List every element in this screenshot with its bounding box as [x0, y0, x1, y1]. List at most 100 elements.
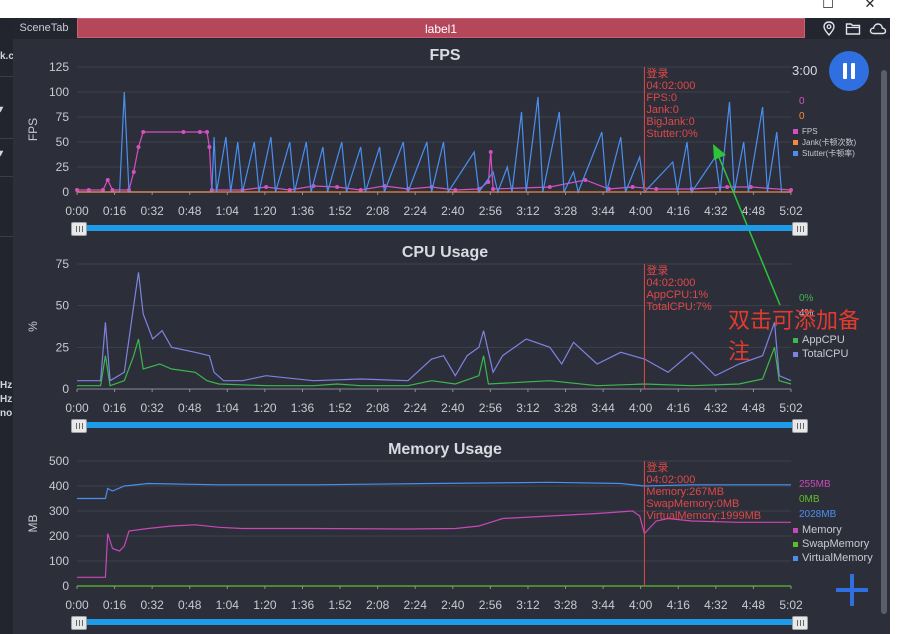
- location-pin-icon[interactable]: [822, 21, 836, 36]
- tab-scenetab[interactable]: SceneTab: [19, 22, 69, 34]
- legend-swatch: [793, 129, 798, 134]
- memory-time-slider[interactable]: [71, 616, 808, 630]
- chevron-down-icon[interactable]: ▾: [0, 104, 3, 115]
- series-line-totalcpu: [77, 272, 792, 382]
- cpu-time-slider[interactable]: [71, 419, 808, 433]
- legend-item: Stutter(卡顿率): [802, 148, 855, 158]
- slider-track[interactable]: [77, 619, 803, 625]
- pause-icon: [851, 63, 855, 79]
- current-value: 0: [799, 96, 805, 107]
- x-tick-label: 0:16: [103, 204, 127, 218]
- pause-button[interactable]: [829, 51, 869, 91]
- y-tick-label: 50: [56, 135, 70, 149]
- slider-end-handle[interactable]: [792, 419, 808, 433]
- x-tick-label: 1:52: [328, 598, 352, 612]
- x-tick-label: 2:56: [479, 401, 503, 415]
- series-point-fps: [205, 130, 210, 134]
- series-point-fps: [207, 145, 212, 149]
- series-point-fps: [547, 185, 552, 189]
- x-tick-label: 2:40: [441, 204, 465, 218]
- current-value: 0: [799, 111, 805, 122]
- marker-label: VirtualMemory:1999MB: [646, 510, 761, 522]
- elapsed-timer: 3:00: [792, 63, 818, 78]
- y-tick-label: 100: [49, 85, 69, 99]
- series-point-fps: [181, 130, 186, 134]
- folder-icon[interactable]: [845, 21, 861, 36]
- window-edge: [890, 18, 903, 634]
- left-fragment-2: Hz: [0, 380, 13, 391]
- performance-panel: [13, 39, 879, 634]
- legend-item: SwapMemory: [802, 538, 870, 550]
- scrollbar-thumb[interactable]: [881, 70, 887, 614]
- x-tick-label: 4:32: [704, 204, 728, 218]
- add-icon[interactable]: [834, 572, 870, 608]
- current-value: 255MB: [799, 479, 831, 490]
- marker-label: 登录: [646, 460, 668, 474]
- x-tick-label: 2:08: [366, 401, 390, 415]
- x-tick-label: 3:12: [516, 401, 540, 415]
- tab-label1[interactable]: label1: [77, 18, 805, 38]
- left-row-divider: [0, 138, 13, 139]
- y-tick-label: 0: [62, 382, 69, 396]
- slider-track[interactable]: [77, 225, 803, 231]
- x-tick-label: 4:32: [704, 598, 728, 612]
- x-tick-label: 5:02: [779, 204, 803, 218]
- x-tick-label: 2:24: [404, 204, 428, 218]
- left-row-divider: [0, 76, 13, 77]
- series-point-fps: [491, 187, 496, 191]
- left-fragment-3: Hz: [0, 394, 13, 405]
- x-tick-label: 1:36: [291, 401, 315, 415]
- x-tick-label: 3:28: [554, 401, 578, 415]
- series-point-fps: [101, 188, 106, 192]
- tab-bar: SceneTab label1: [13, 18, 890, 39]
- slider-start-handle[interactable]: [71, 222, 87, 236]
- x-tick-label: 4:00: [629, 401, 653, 415]
- series-point-fps: [105, 178, 110, 182]
- x-tick-label: 3:28: [554, 204, 578, 218]
- x-tick-label: 0:00: [65, 401, 89, 415]
- y-tick-label: 200: [49, 529, 69, 543]
- slider-track[interactable]: [77, 422, 803, 428]
- x-tick-label: 4:16: [667, 204, 691, 218]
- window-title-bar: ☐ ✕: [0, 0, 903, 18]
- slider-end-handle[interactable]: [792, 616, 808, 630]
- y-axis-label: MB: [26, 515, 40, 533]
- legend-swatch: [793, 338, 798, 343]
- maximize-button[interactable]: ☐: [822, 0, 834, 12]
- legend-item: Memory: [802, 524, 842, 536]
- marker-label: Memory:267MB: [646, 486, 724, 498]
- marker-label: 登录: [646, 263, 668, 277]
- series-point-fps: [630, 185, 635, 189]
- x-tick-label: 4:48: [742, 204, 766, 218]
- x-tick-label: 4:16: [667, 401, 691, 415]
- series-line-stutter: [77, 91, 791, 195]
- y-axis-label: FPS: [26, 118, 40, 141]
- x-tick-label: 0:00: [65, 598, 89, 612]
- x-tick-label: 0:16: [103, 598, 127, 612]
- fps-time-slider[interactable]: [71, 222, 808, 236]
- cloud-icon[interactable]: [869, 21, 887, 36]
- chart-title: CPU Usage: [402, 244, 488, 261]
- x-tick-label: 2:24: [404, 598, 428, 612]
- series-line-memory: [77, 510, 791, 578]
- x-tick-label: 3:12: [516, 204, 540, 218]
- chevron-down-icon[interactable]: ▾: [0, 148, 3, 159]
- left-fragment-1: k.c: [0, 51, 14, 62]
- x-tick-label: 2:24: [404, 401, 428, 415]
- slider-end-handle[interactable]: [792, 222, 808, 236]
- x-tick-label: 3:44: [591, 204, 615, 218]
- close-button[interactable]: ✕: [864, 0, 876, 12]
- slider-start-handle[interactable]: [71, 616, 87, 630]
- legend-item: AppCPU: [802, 334, 845, 346]
- x-tick-label: 1:20: [253, 401, 277, 415]
- y-tick-label: 75: [56, 257, 70, 271]
- series-point-fps: [86, 188, 91, 192]
- series-point-fps: [287, 188, 292, 192]
- x-tick-label: 2:08: [366, 598, 390, 612]
- x-tick-label: 0:32: [140, 598, 164, 612]
- x-tick-label: 1:20: [253, 598, 277, 612]
- y-tick-label: 300: [49, 504, 69, 518]
- slider-start-handle[interactable]: [71, 419, 87, 433]
- chart-title: FPS: [429, 47, 460, 64]
- series-line-appcpu: [77, 338, 792, 387]
